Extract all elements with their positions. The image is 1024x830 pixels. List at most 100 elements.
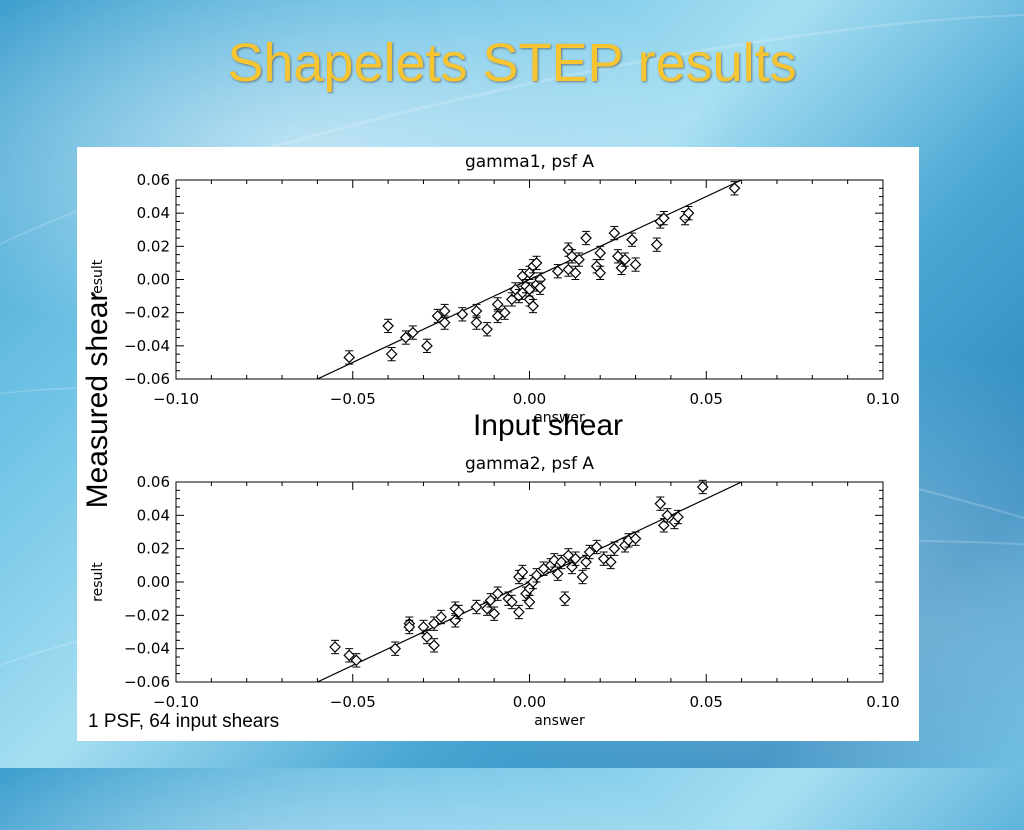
plots-figure: gamma1, psf A −0.10 −0.05 0.00 0.05 0.10 0.06 0…	[90, 152, 900, 729]
data-point	[389, 641, 402, 656]
data-point	[516, 564, 529, 580]
data-point	[428, 616, 440, 631]
data-point	[590, 539, 603, 555]
data-point	[403, 619, 416, 635]
data-point	[580, 554, 592, 570]
data-point	[452, 604, 465, 620]
diamond-marker	[523, 596, 536, 608]
diamond-marker	[456, 308, 469, 321]
data-point	[562, 548, 575, 563]
data-point	[399, 330, 412, 345]
x-tick-label: 0.00	[513, 390, 546, 408]
data-point	[438, 315, 451, 330]
data-point	[629, 531, 642, 546]
chart-1: gamma1, psf A −0.10 −0.05 0.00 0.05 0.10 0.06 0…	[90, 152, 900, 426]
diamond-marker	[527, 300, 539, 312]
data-point	[513, 604, 525, 620]
data-point	[421, 338, 433, 353]
data-point	[551, 566, 564, 581]
x-tick-label: −0.05	[330, 390, 376, 408]
x-axis-label: answer	[534, 713, 585, 729]
x-axis-label: answer	[534, 410, 585, 426]
diamond-marker	[583, 546, 596, 558]
y-tick-label: −0.04	[124, 640, 170, 658]
diamond-marker	[555, 556, 568, 568]
data-point	[629, 257, 642, 272]
data-point	[428, 638, 440, 653]
x-tick-label: 0.05	[690, 390, 723, 408]
figure-caption: 1 PSF, 64 input shears	[88, 711, 280, 732]
data-point	[594, 245, 607, 261]
diamond-marker	[343, 351, 356, 364]
data-point	[470, 599, 483, 615]
x-tick-label: 0.10	[866, 390, 899, 408]
diamond-marker	[513, 606, 525, 618]
diamond-marker	[505, 596, 518, 608]
y-tick-label: 0.02	[137, 540, 170, 558]
data-point	[682, 206, 695, 221]
diamond-marker	[650, 238, 663, 251]
measured-shear-label: Measured shear	[81, 291, 114, 509]
data-point	[505, 594, 518, 610]
slide-title: Shapelets STEP results	[227, 33, 797, 93]
data-point	[491, 297, 504, 312]
data-point	[343, 350, 356, 365]
data-point	[696, 479, 709, 495]
data-point	[523, 594, 536, 610]
diamond-marker	[569, 267, 582, 279]
diamond-marker	[385, 348, 398, 360]
diamond-marker	[534, 281, 546, 294]
data-point	[421, 629, 433, 645]
diamond-marker	[654, 497, 667, 510]
data-point	[470, 315, 483, 330]
diamond-marker	[470, 305, 483, 317]
diamond-marker	[608, 542, 621, 555]
diamond-marker	[626, 233, 638, 246]
diamond-marker	[551, 567, 564, 580]
diamond-marker	[728, 182, 741, 195]
diamond-marker	[619, 253, 631, 266]
diamond-marker	[488, 607, 500, 620]
diamond-marker	[431, 310, 444, 322]
diamond-marker	[696, 481, 709, 493]
y-tick-label: 0.02	[137, 237, 170, 255]
diamond-marker	[350, 654, 363, 667]
diamond-marker	[403, 621, 416, 633]
diamond-marker	[435, 611, 447, 623]
data-point	[569, 551, 582, 566]
data-point	[523, 282, 536, 297]
data-point	[619, 252, 631, 267]
x-tick-label: 0.10	[866, 693, 899, 711]
x-tick-label: −0.05	[330, 693, 376, 711]
data-point	[530, 255, 543, 271]
data-point	[583, 544, 596, 560]
diamond-marker	[452, 606, 465, 618]
diamond-marker	[629, 532, 642, 545]
y-tick-label: −0.06	[124, 370, 170, 388]
input-shear-label: Input shear	[472, 409, 624, 442]
diamond-marker	[389, 642, 402, 655]
data-point	[435, 609, 447, 625]
diamond-marker	[530, 257, 543, 269]
data-point	[491, 586, 504, 601]
diamond-marker	[594, 247, 607, 259]
x-tick-label: −0.10	[153, 390, 199, 408]
data-point	[385, 346, 398, 362]
diamond-marker	[484, 594, 497, 607]
diamond-marker	[657, 519, 670, 532]
data-point	[594, 265, 607, 280]
diamond-marker	[428, 617, 440, 630]
diamond-marker	[470, 601, 483, 613]
data-point	[569, 265, 582, 280]
diamond-marker	[417, 621, 430, 633]
diamond-marker	[672, 511, 684, 523]
y-tick-label: 0.06	[137, 171, 170, 189]
diamond-marker	[551, 265, 564, 278]
y-tick-label: 0.00	[137, 271, 170, 289]
x-tick-label: −0.10	[153, 693, 199, 711]
data-point	[608, 541, 621, 556]
chart-title: gamma2, psf A	[465, 454, 594, 474]
diamond-marker	[481, 323, 493, 336]
y-tick-label: 0.04	[137, 506, 170, 524]
y-axis-label: result	[90, 562, 106, 602]
